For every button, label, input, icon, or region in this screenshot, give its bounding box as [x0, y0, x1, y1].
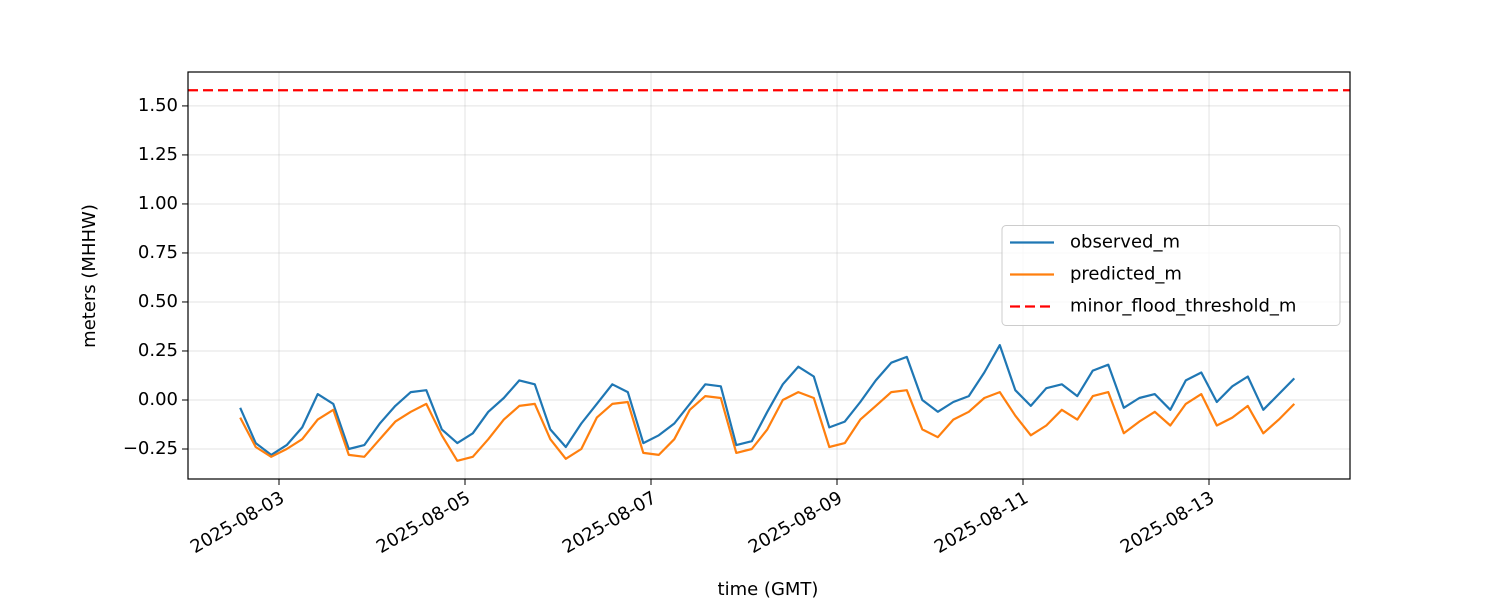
y-tick-label: 0.25 [138, 340, 178, 361]
y-tick-label: 1.00 [138, 193, 178, 214]
plot-frame [187, 71, 1351, 480]
x-axis-label: time (GMT) [718, 579, 819, 600]
legend-label: minor_flood_threshold_m [1070, 296, 1296, 317]
x-tick-label: 2025-08-05 [373, 487, 474, 557]
y-tick-label: 0.50 [138, 291, 178, 312]
y-tick-label: 1.25 [138, 144, 178, 165]
x-tick-label: 2025-08-11 [931, 487, 1032, 557]
series-line [239, 389, 1296, 462]
series-line [239, 344, 1296, 456]
y-tick-label: −0.25 [123, 438, 178, 459]
legend-label: predicted_m [1070, 264, 1182, 285]
legend-box [1001, 225, 1341, 326]
x-tick-label: 2025-08-03 [187, 487, 288, 557]
y-tick-label: 1.50 [138, 95, 178, 116]
legend: observed_m predicted_m minor_flood_thresho… [1001, 225, 1341, 326]
x-tick-label: 2025-08-13 [1117, 487, 1218, 557]
legend-label: observed_m [1070, 232, 1180, 253]
y-tick-label: 0.00 [138, 389, 178, 410]
y-axis-label: meters (MHHW) [79, 204, 100, 348]
x-tick-label: 2025-08-07 [559, 487, 660, 557]
x-tick-label: 2025-08-09 [745, 487, 846, 557]
y-tick-label: 0.75 [138, 242, 178, 263]
